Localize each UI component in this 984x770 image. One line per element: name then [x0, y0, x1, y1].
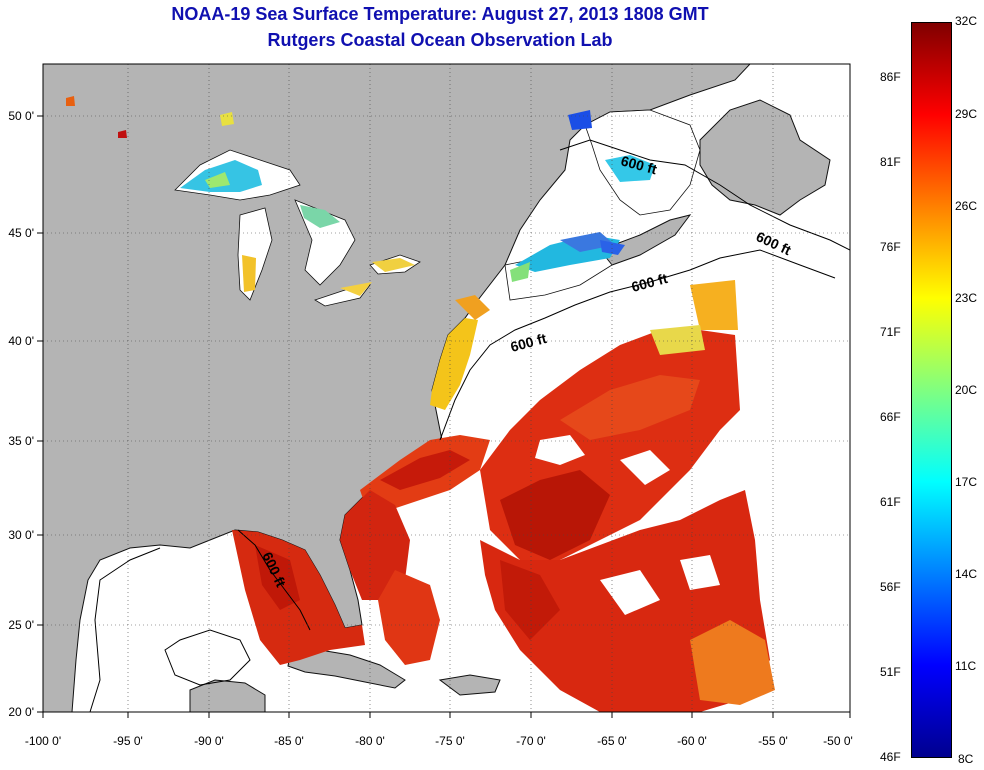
- colorbar-f-label: 46F: [880, 750, 901, 764]
- lon-tick-label: -90 0': [194, 734, 224, 748]
- lon-tick-label: -50 0': [823, 734, 853, 748]
- lon-tick-label: -55 0': [758, 734, 788, 748]
- colorbar-c-label: 17C: [955, 475, 978, 489]
- map-frame: [42, 63, 851, 713]
- lon-tick-label: -85 0': [274, 734, 304, 748]
- land-nova-scotia: [599, 214, 692, 266]
- lon-tick-label: -80 0': [355, 734, 385, 748]
- land-hispaniola: [438, 674, 501, 696]
- map-title: NOAA-19 Sea Surface Temperature: August …: [171, 4, 709, 24]
- sst-map: 600 ft 600 ft 600 ft 600 ft 600 ft -100 …: [8, 63, 853, 748]
- colorbar-c-label: 29C: [955, 107, 978, 121]
- colorbar-c-label: 23C: [955, 291, 978, 305]
- lat-tick-label: 35 0': [8, 434, 34, 448]
- lon-tick-label: -65 0': [597, 734, 627, 748]
- lat-tick-label: 30 0': [8, 528, 34, 542]
- colorbar-f-label: 61F: [880, 495, 901, 509]
- colorbar-f-label: 76F: [880, 240, 901, 254]
- lon-tick-label: -75 0': [435, 734, 465, 748]
- colorbar-c-label: 26C: [955, 199, 978, 213]
- lat-tick-label: 50 0': [8, 109, 34, 123]
- land-cuba: [287, 649, 406, 689]
- colorbar-c-label: 14C: [955, 567, 978, 581]
- lon-tick-label: -95 0': [113, 734, 143, 748]
- lat-tick-label: 40 0': [8, 334, 34, 348]
- colorbar-c-label: 11C: [955, 659, 977, 673]
- colorbar-c-label: 32C: [955, 14, 978, 28]
- lat-tick-label: 25 0': [8, 618, 34, 632]
- lon-axis: -100 0' -95 0' -90 0' -85 0' -80 0' -75 …: [25, 712, 853, 748]
- lon-tick-label: -60 0': [677, 734, 707, 748]
- temperature-colorbar: [911, 22, 952, 758]
- sst-data: [66, 96, 775, 712]
- colorbar-c-label: 8C: [958, 752, 974, 766]
- colorbar-f-label: 56F: [880, 580, 901, 594]
- colorbar-c-label: 20C: [955, 383, 978, 397]
- lat-tick-label: 45 0': [8, 226, 34, 240]
- lat-axis: 20 0' 25 0' 30 0' 35 0' 40 0' 45 0' 50 0…: [8, 109, 43, 719]
- colorbar-f-label: 51F: [880, 665, 901, 679]
- 600ft-contours: [89, 139, 850, 712]
- colorbar-f-label: 71F: [880, 325, 901, 339]
- lat-tick-label: 20 0': [8, 705, 34, 719]
- land-newfoundland: [699, 99, 831, 216]
- lon-tick-label: -100 0': [25, 734, 61, 748]
- lat-lon-grid: [43, 64, 850, 712]
- lon-tick-label: -70 0': [516, 734, 546, 748]
- colorbar-f-label: 81F: [880, 155, 901, 169]
- colorbar-f-label: 86F: [880, 70, 901, 84]
- map-subtitle: Rutgers Coastal Ocean Observation Lab: [267, 30, 613, 50]
- colorbar-f-label: 66F: [880, 410, 901, 424]
